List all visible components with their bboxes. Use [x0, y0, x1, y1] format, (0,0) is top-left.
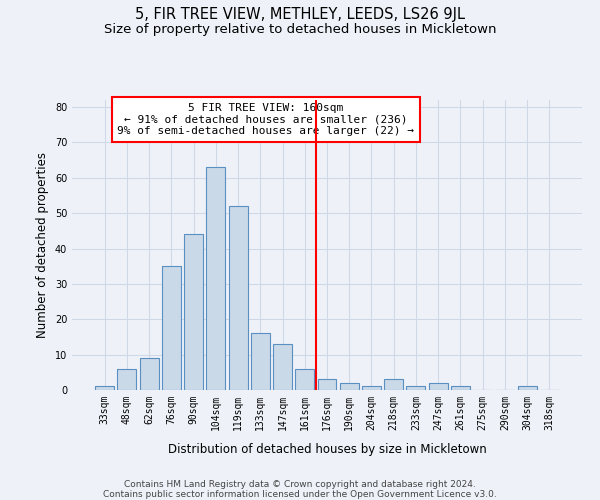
Bar — [229, 206, 248, 390]
Text: Size of property relative to detached houses in Mickletown: Size of property relative to detached ho… — [104, 22, 496, 36]
Bar — [295, 369, 314, 390]
Bar — [184, 234, 203, 390]
Bar — [429, 383, 448, 390]
Bar — [162, 266, 181, 390]
Bar — [340, 383, 359, 390]
Bar — [451, 386, 470, 390]
Bar — [273, 344, 292, 390]
Bar — [140, 358, 158, 390]
Bar — [251, 334, 270, 390]
Bar — [362, 386, 381, 390]
Bar — [95, 386, 114, 390]
Bar — [518, 386, 536, 390]
Text: 5 FIR TREE VIEW: 160sqm
← 91% of detached houses are smaller (236)
9% of semi-de: 5 FIR TREE VIEW: 160sqm ← 91% of detache… — [118, 103, 415, 136]
Text: Contains HM Land Registry data © Crown copyright and database right 2024.
Contai: Contains HM Land Registry data © Crown c… — [103, 480, 497, 500]
Bar — [384, 380, 403, 390]
Bar — [206, 167, 225, 390]
Y-axis label: Number of detached properties: Number of detached properties — [36, 152, 49, 338]
Text: Distribution of detached houses by size in Mickletown: Distribution of detached houses by size … — [167, 442, 487, 456]
Bar — [317, 380, 337, 390]
Text: 5, FIR TREE VIEW, METHLEY, LEEDS, LS26 9JL: 5, FIR TREE VIEW, METHLEY, LEEDS, LS26 9… — [135, 8, 465, 22]
Bar — [118, 369, 136, 390]
Bar — [406, 386, 425, 390]
